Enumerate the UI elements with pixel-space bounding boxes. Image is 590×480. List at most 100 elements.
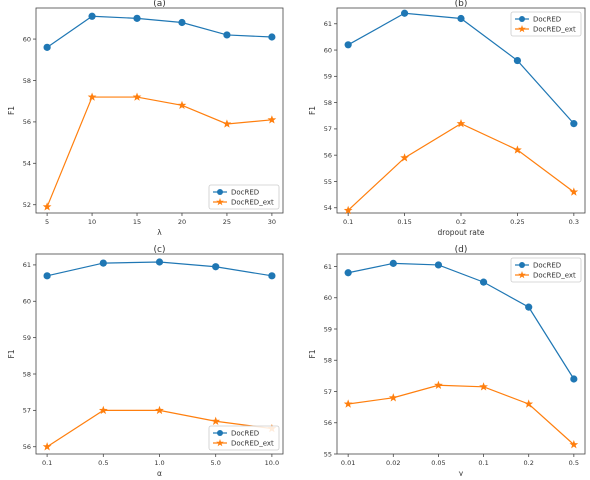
x-tick-label: 0.05 — [431, 459, 445, 467]
chart-panel-4: (d) 0.01 0.02 0.05 0.1 0.2 0.5 55 56 57 58 59 60 61 γ F… — [308, 245, 586, 478]
data-point-2 — [343, 205, 353, 215]
data-point-1 — [155, 258, 164, 266]
data-point-1 — [88, 12, 96, 20]
legend-label: DocRED — [231, 430, 259, 438]
legend-box — [510, 11, 582, 37]
legend-marker — [518, 271, 526, 279]
x-tick-label: 0.2 — [456, 218, 466, 226]
y-tick-label: 54 — [324, 204, 332, 212]
legend: DocRED DocRED_ext — [510, 11, 582, 37]
series-line-1 — [348, 262, 575, 380]
y-tick-label: 52 — [23, 201, 31, 209]
x-tick-label: 0.1 — [343, 218, 353, 226]
plot-frame — [35, 7, 284, 214]
data-point-2 — [132, 92, 142, 101]
y-tick-label: 57 — [324, 388, 332, 396]
x-tick-label: 10 — [88, 218, 96, 226]
series-line-2 — [46, 96, 272, 208]
y-axis-label: F1 — [308, 349, 317, 358]
data-point-2 — [343, 399, 353, 408]
data-point-2 — [87, 92, 97, 101]
y-tick-label: 54 — [23, 160, 31, 168]
data-point-1 — [268, 272, 276, 280]
data-point-1 — [99, 259, 107, 267]
legend-marker — [216, 198, 224, 206]
y-tick-label: 56 — [324, 419, 332, 427]
x-axis-label: λ — [157, 228, 162, 237]
data-point-2 — [456, 119, 466, 128]
y-axis-label: F1 — [7, 106, 16, 115]
legend-marker — [217, 430, 223, 436]
series-line-1 — [46, 15, 272, 48]
series-line-2 — [347, 122, 575, 211]
x-tick-label: 0.2 — [524, 459, 534, 467]
x-tick-label: 0.3 — [569, 218, 579, 226]
legend: DocRED DocRED_ext — [510, 257, 582, 283]
x-tick-label: 0.5 — [569, 459, 579, 467]
chart-panel-3: (c) 0.1 0.5 1.0 5.0 10.0 56 57 58 59 60 61 α F1 DocRED… — [7, 245, 284, 478]
y-tick-label: 60 — [23, 35, 31, 43]
data-point-2 — [569, 187, 579, 196]
chart-panel-2: (b) 0.1 0.15 0.2 0.25 0.3 54 55 56 57 58 59 60 61 drop… — [308, 0, 586, 237]
data-point-1 — [212, 263, 220, 271]
legend-label: DocRED — [533, 262, 561, 270]
data-point-1 — [525, 303, 533, 311]
data-point-2 — [155, 405, 164, 415]
y-tick-label: 59 — [324, 73, 332, 81]
legend-marker — [217, 189, 223, 195]
data-point-2 — [479, 382, 488, 391]
chart-title: (c) — [154, 245, 166, 255]
data-point-2 — [98, 405, 108, 415]
series-line-2 — [348, 384, 575, 446]
data-point-1 — [570, 375, 578, 383]
chart-title: (a) — [153, 0, 166, 9]
y-tick-label: 55 — [324, 178, 332, 186]
data-point-1 — [268, 33, 276, 41]
data-point-1 — [389, 259, 397, 267]
data-point-1 — [43, 43, 51, 51]
y-tick-label: 59 — [324, 325, 332, 333]
legend-box — [208, 425, 280, 451]
y-tick-label: 61 — [324, 20, 332, 28]
y-tick-label: 57 — [23, 407, 31, 415]
data-point-1 — [513, 56, 522, 65]
legend-box — [208, 184, 280, 210]
x-tick-label: 15 — [133, 218, 141, 226]
legend: DocRED DocRED_ext — [208, 425, 280, 451]
plot-frame — [35, 253, 284, 455]
plot-frame — [336, 253, 586, 455]
data-point-1 — [570, 120, 578, 128]
data-point-2 — [211, 416, 221, 425]
x-tick-label: 0.15 — [397, 218, 411, 226]
x-axis-label: α — [157, 469, 162, 476]
x-tick-label: 0.25 — [510, 218, 524, 226]
x-tick-label: 5 — [45, 218, 49, 226]
data-point-2 — [42, 202, 52, 211]
y-tick-label: 58 — [324, 357, 332, 365]
chart-title: (d) — [455, 245, 468, 255]
data-point-2 — [400, 153, 409, 162]
x-tick-label: 5.0 — [211, 459, 221, 467]
data-point-2 — [42, 442, 52, 451]
data-point-1 — [479, 278, 488, 286]
data-point-2 — [569, 440, 579, 449]
data-point-1 — [457, 14, 465, 23]
x-tick-label: 0.02 — [386, 459, 400, 467]
data-point-1 — [400, 9, 409, 17]
data-point-2 — [267, 115, 277, 124]
legend-label: DocRED_ext — [533, 272, 576, 280]
legend-marker — [518, 25, 526, 33]
y-tick-label: 56 — [324, 151, 332, 159]
y-tick-label: 60 — [324, 46, 332, 54]
data-point-2 — [388, 393, 398, 402]
y-tick-label: 56 — [23, 443, 31, 451]
data-point-1 — [178, 18, 186, 27]
y-tick-label: 56 — [23, 118, 31, 126]
x-tick-label: 25 — [223, 218, 231, 226]
y-tick-label: 61 — [23, 261, 31, 269]
y-axis-label: F1 — [308, 106, 317, 115]
y-tick-label: 55 — [324, 450, 332, 458]
y-tick-label: 58 — [23, 77, 31, 85]
x-axis-label: dropout rate — [438, 228, 485, 237]
